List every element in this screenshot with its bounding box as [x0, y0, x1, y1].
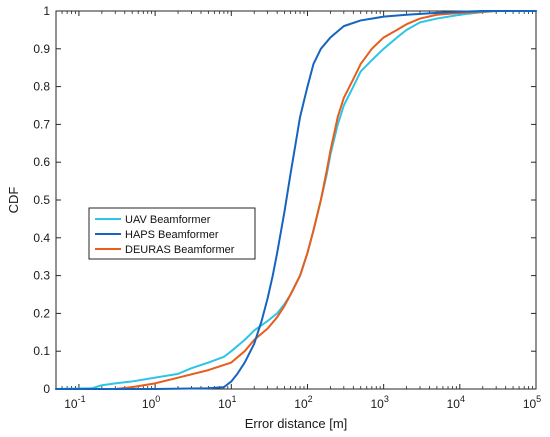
legend-label: HAPS Beamformer — [125, 229, 219, 241]
plot-area — [55, 10, 537, 390]
series-line-deuras-beamformer — [55, 10, 537, 390]
y-tick-label: 0.5 — [33, 193, 50, 207]
x-tick-label: 102 — [294, 394, 312, 411]
y-axis-label: CDF — [6, 187, 21, 214]
x-tick-label-base: 10 — [142, 397, 156, 411]
x-tick-label-base: 10 — [370, 397, 384, 411]
x-tick-label-exponent: -1 — [78, 394, 86, 404]
y-tick-label: 0.4 — [33, 231, 50, 245]
y-tick-label: 0 — [43, 382, 50, 396]
legend-label: UAV Beamformer — [125, 214, 211, 226]
x-tick-label-base: 10 — [294, 397, 308, 411]
x-tick-label: 104 — [447, 394, 465, 411]
x-tick-label-exponent: 4 — [460, 394, 465, 404]
y-tick-label: 0.9 — [33, 42, 50, 56]
x-tick-label: 10-1 — [64, 394, 85, 411]
legend: UAV Beamformer HAPS Beamformer DEURAS Beam… — [88, 207, 256, 260]
x-tick-label: 103 — [370, 394, 388, 411]
x-tick-label-base: 10 — [447, 397, 461, 411]
y-tick-label: 1 — [43, 4, 50, 18]
x-tick-label-exponent: 5 — [536, 394, 541, 404]
x-tick-label-exponent: 2 — [308, 394, 313, 404]
x-tick-label: 105 — [523, 394, 541, 411]
x-tick-label-base: 10 — [218, 397, 232, 411]
y-tick-label: 0.7 — [33, 117, 50, 131]
y-tick-label: 0.3 — [33, 269, 50, 283]
x-tick-label: 100 — [142, 394, 160, 411]
axis-ticks: 10-1 100 101 102 103 104 10500.10.20.30.40.50.… — [33, 4, 541, 411]
x-tick-label-base: 10 — [523, 397, 537, 411]
y-tick-label: 0.1 — [33, 344, 50, 358]
x-tick-label-base: 10 — [64, 397, 78, 411]
x-tick-label-exponent: 3 — [384, 394, 389, 404]
series-layer — [55, 10, 537, 390]
legend-label: DEURAS Beamformer — [125, 244, 235, 256]
x-tick-label: 101 — [218, 394, 236, 411]
y-tick-label: 0.2 — [33, 306, 50, 320]
y-tick-label: 0.6 — [33, 155, 50, 169]
x-axis-label: Error distance [m] — [245, 416, 348, 431]
x-tick-label-exponent: 0 — [155, 394, 160, 404]
y-tick-label: 0.8 — [33, 80, 50, 94]
series-line-haps-beamformer — [55, 10, 537, 390]
x-tick-label-exponent: 1 — [231, 394, 236, 404]
